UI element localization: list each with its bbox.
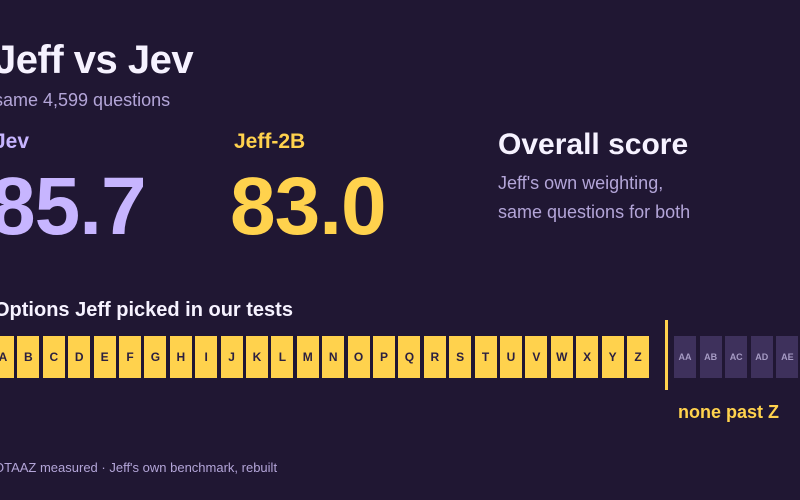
option-cell-picked: A (0, 336, 14, 378)
option-cell-picked: R (423, 336, 446, 378)
option-cell-picked: D (68, 336, 91, 378)
overall-score-caption-line-2: same questions for both (498, 202, 691, 222)
option-cell-picked: S (449, 336, 472, 378)
option-cell-picked: H (169, 336, 192, 378)
footer-caption: OTAAZ measured · Jeff's own benchmark, r… (0, 460, 278, 475)
jeff-score-label: Jeff-2B (234, 130, 306, 153)
overall-score-caption-line-1: Jeff's own weighting, (498, 173, 664, 193)
option-cell-picked: W (550, 336, 573, 378)
option-cell-unpicked: AC (725, 336, 748, 378)
option-cell-picked: B (17, 336, 40, 378)
option-cell-picked: P (373, 336, 395, 378)
option-cell-picked: O (347, 336, 370, 378)
option-cell-picked: Q (398, 336, 421, 378)
option-cell-picked: I (195, 336, 218, 378)
option-cell-picked: Y (601, 336, 624, 378)
jev-score-value: 85.7 (0, 161, 147, 252)
cutoff-divider (665, 320, 668, 390)
option-cell-unpicked: AB (699, 336, 722, 378)
option-cell-picked: F (119, 336, 141, 378)
option-cell-picked: L (271, 336, 294, 378)
jeff-score-value: 83.0 (230, 161, 387, 252)
option-cell-picked: N (322, 336, 345, 378)
option-cell-picked: G (144, 336, 167, 378)
page-subtitle: same 4,599 questions (0, 90, 171, 110)
option-cell-picked: Z (627, 336, 649, 378)
option-cell-picked: K (246, 336, 268, 378)
option-cell-unpicked: AE (776, 336, 799, 378)
jev-score-label: Jev (0, 130, 30, 153)
option-cell-picked: T (474, 336, 497, 378)
option-cell-picked: M (296, 336, 319, 378)
option-cell-picked: U (500, 336, 522, 378)
option-cell-picked: C (42, 336, 65, 378)
options-section-title: Options Jeff picked in our tests (0, 299, 293, 321)
overall-score-title: Overall score (498, 128, 689, 161)
option-cell-picked: E (93, 336, 116, 378)
page-title: Jeff vs Jev (0, 38, 194, 82)
option-cell-picked: V (525, 336, 548, 378)
option-cell-unpicked: AA (674, 336, 696, 378)
cutoff-note: none past Z (678, 402, 780, 422)
option-cell-unpicked: AD (750, 336, 773, 378)
option-cell-picked: X (576, 336, 599, 378)
option-cell-picked: J (220, 336, 243, 378)
